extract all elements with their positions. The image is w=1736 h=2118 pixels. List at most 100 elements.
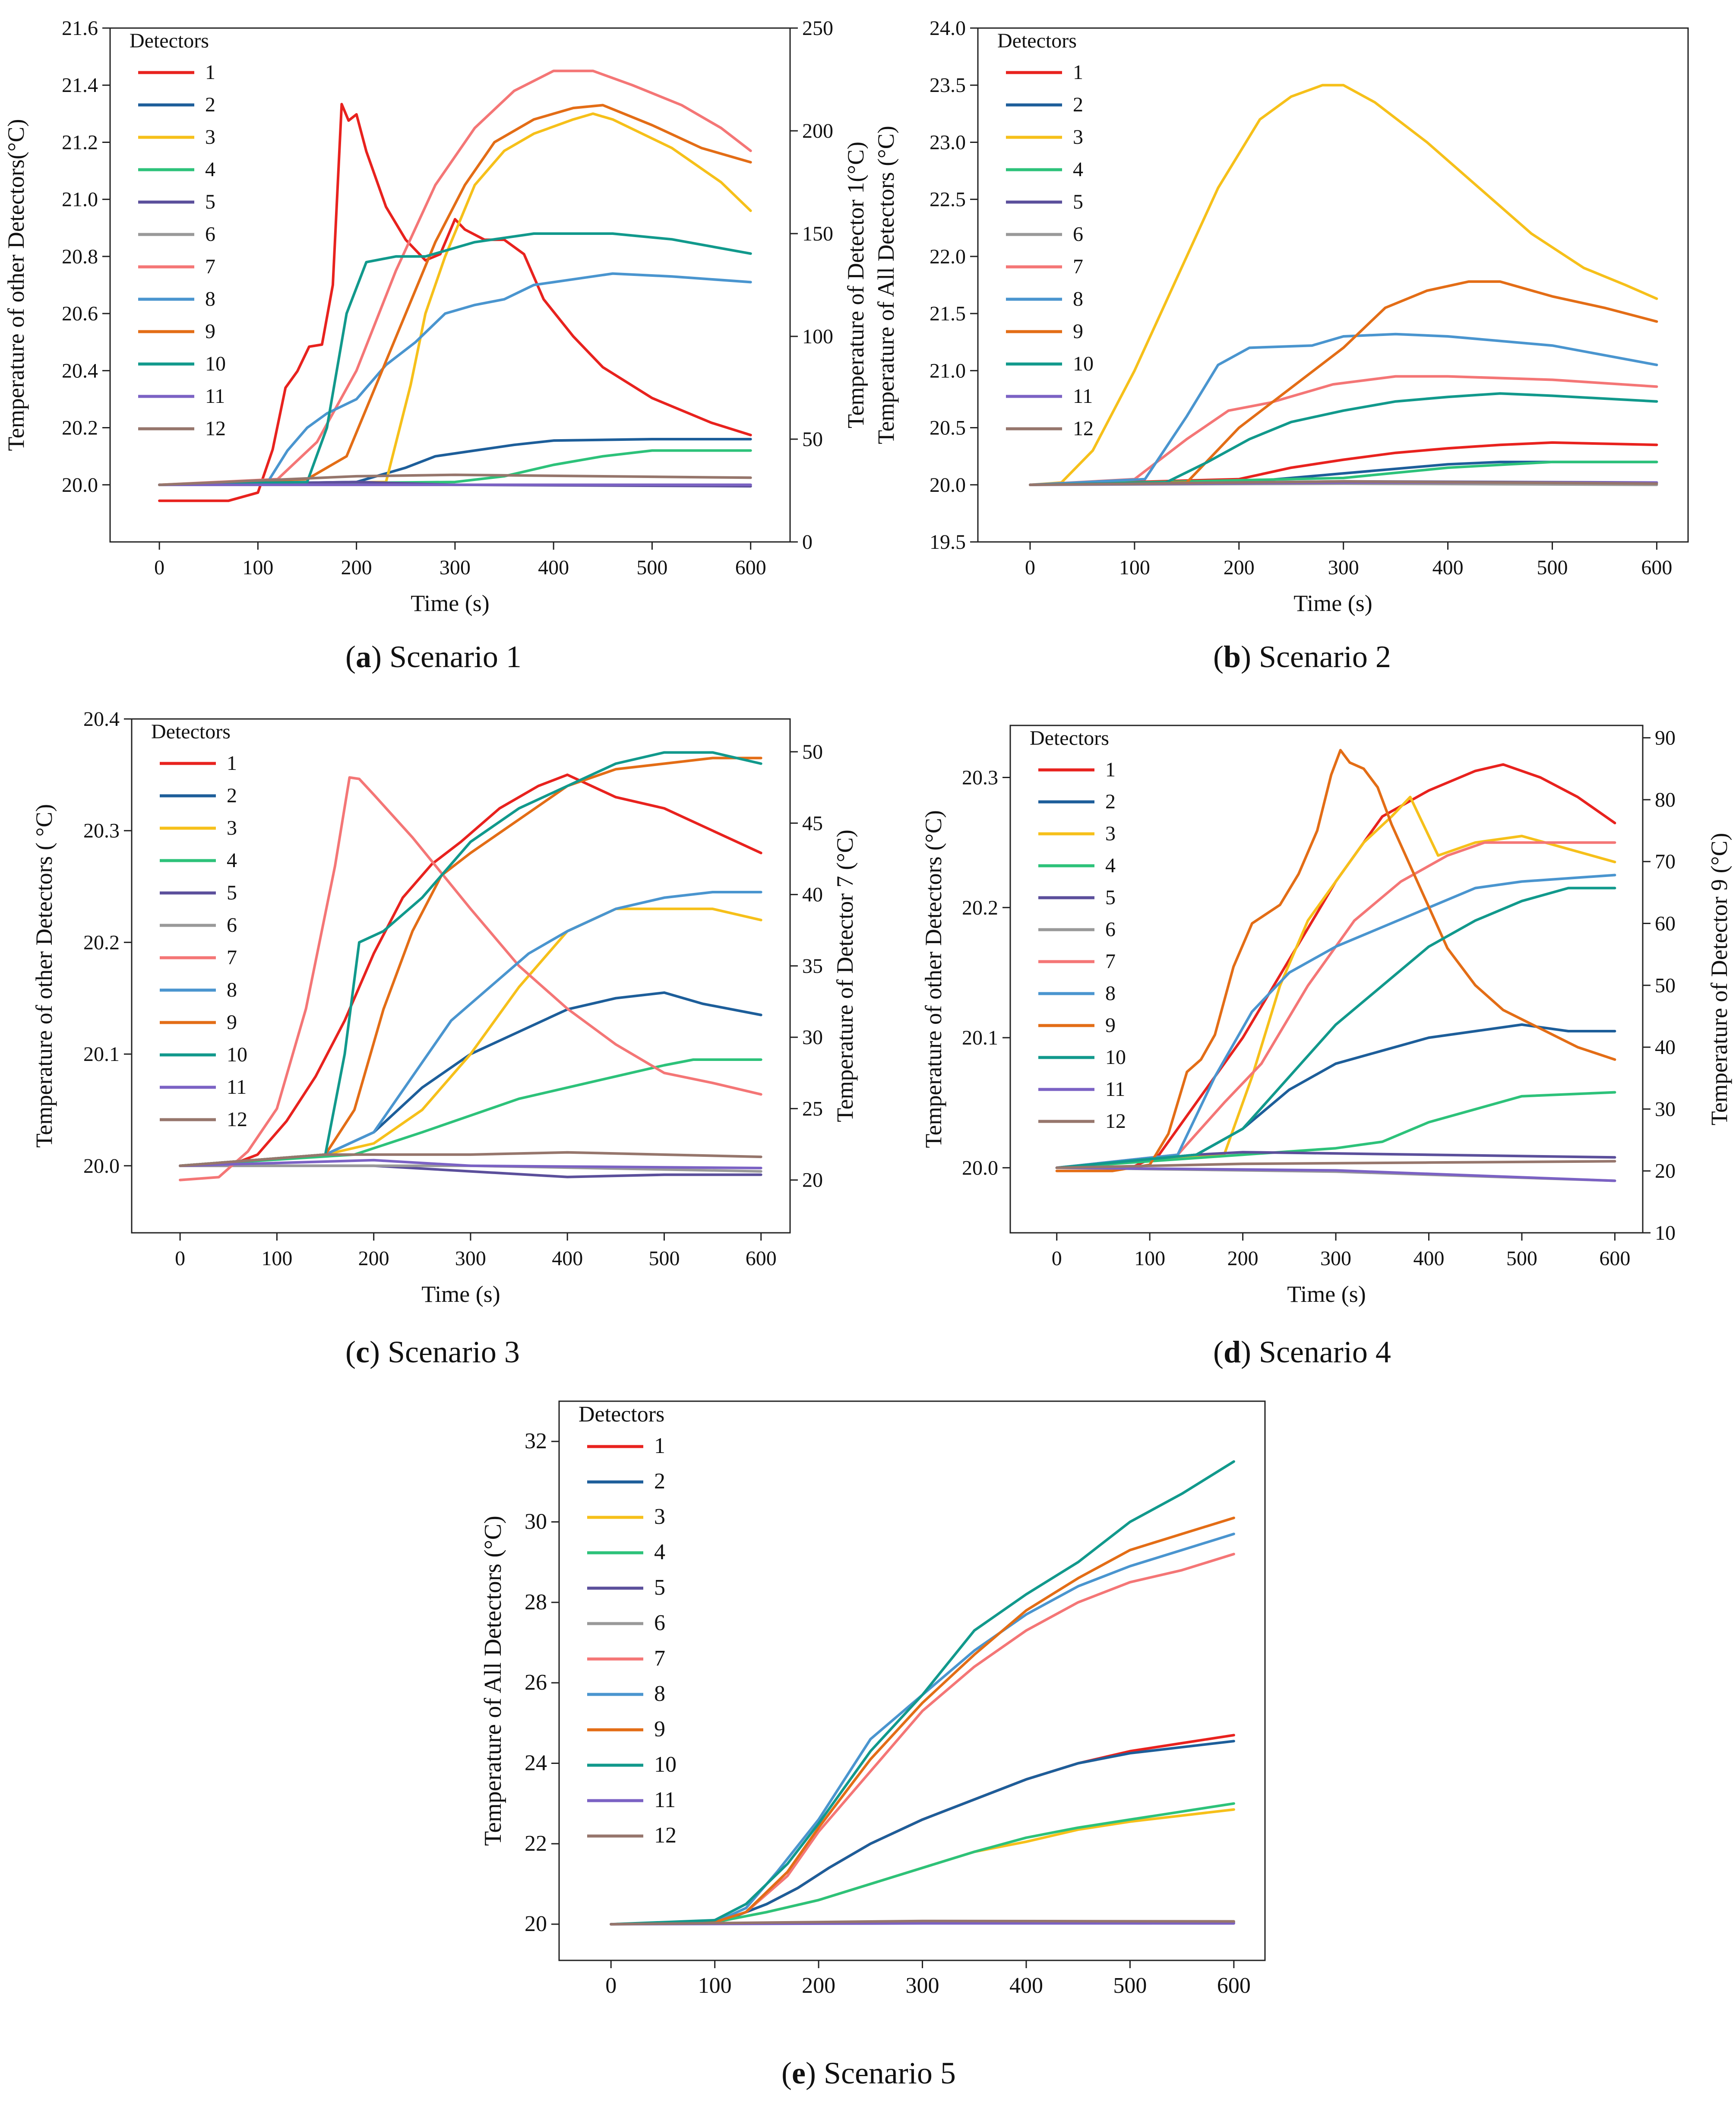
y2-tick-label: 80 <box>1655 788 1676 811</box>
caption-scenario-1: (a) Scenario 1 <box>345 640 522 674</box>
x-tick-label: 100 <box>242 556 273 579</box>
y-tick-label: 22.5 <box>930 188 966 211</box>
y-tick-label: 20 <box>525 1912 547 1936</box>
x-tick-label: 200 <box>1227 1247 1259 1270</box>
y2-tick-label: 10 <box>1655 1222 1676 1244</box>
legend-label-1: 1 <box>1073 61 1083 84</box>
x-tick-label: 200 <box>341 556 372 579</box>
legend-label-8: 8 <box>1105 982 1116 1005</box>
series-line-7 <box>158 70 752 486</box>
x-tick-label: 600 <box>1641 556 1672 579</box>
legend-label-5: 5 <box>227 881 237 904</box>
x-tick-label: 300 <box>455 1247 486 1270</box>
x-tick-label: 400 <box>1009 1973 1043 1998</box>
legend-label-5: 5 <box>1073 190 1083 213</box>
legend-label-9: 9 <box>227 1011 237 1034</box>
y2-tick-label: 50 <box>1655 974 1676 997</box>
x-tick-label: 100 <box>261 1247 292 1270</box>
legend-label-12: 12 <box>1105 1110 1126 1133</box>
legend-label-7: 7 <box>1105 950 1116 973</box>
y2-axis-label: Temperature of Detector 9 (°C) <box>1706 833 1732 1126</box>
x-tick-label: 0 <box>605 1973 617 1998</box>
series-line-2 <box>179 991 762 1167</box>
legend-label-8: 8 <box>227 978 237 1001</box>
y-tick-label: 20.0 <box>62 474 98 497</box>
legend-label-11: 11 <box>654 1788 676 1812</box>
legend-label-10: 10 <box>654 1752 677 1777</box>
y-tick-label: 20.1 <box>83 1043 120 1066</box>
y-axis-label: Temperature of All Detectors (°C) <box>480 1516 506 1846</box>
legend-label-11: 11 <box>1105 1078 1125 1101</box>
chart-scenario-4: 0 100 200 300 400 500 600 20.0 20.1 20.2 20.3 10 20 3… <box>920 725 1732 1307</box>
caption-scenario-5: (e) Scenario 5 <box>781 2056 956 2090</box>
series-line-9 <box>158 104 752 486</box>
y-tick-label: 20.0 <box>962 1156 998 1179</box>
legend-label-6: 6 <box>1073 223 1083 246</box>
chart-scenario-3: 0 100 200 300 400 500 600 20.0 20.1 20.2 20.3 20.4 2… <box>31 708 858 1307</box>
legend-label-10: 10 <box>1073 352 1094 375</box>
x-tick-label: 400 <box>1432 556 1464 579</box>
y-tick-label: 20.3 <box>962 766 998 789</box>
plot-frame <box>1009 725 1644 1234</box>
y-tick-label: 20.4 <box>62 359 98 382</box>
legend-title: Detectors <box>1030 727 1109 750</box>
legend-label-1: 1 <box>1105 758 1116 781</box>
series-line-4 <box>179 1058 762 1167</box>
caption-scenario-3: (c) Scenario 3 <box>345 1335 520 1369</box>
y-axis-label: Temperature of other Detectors ( °C) <box>31 804 57 1148</box>
series-line-12 <box>158 473 752 486</box>
x-tick-label: 400 <box>552 1247 583 1270</box>
legend-label-4: 4 <box>1105 854 1116 877</box>
x-tick-label: 200 <box>358 1247 389 1270</box>
y-tick-label: 20.3 <box>83 820 120 842</box>
y2-tick-label: 35 <box>802 955 823 978</box>
x-tick-label: 0 <box>154 556 164 579</box>
plot-frame <box>977 27 1689 543</box>
series-line-3 <box>158 112 752 486</box>
y2-axis-label: Temperature of Detector 1(°C) <box>843 142 868 428</box>
legend-label-1: 1 <box>205 61 215 84</box>
chart-scenario-1: 0 100 200 300 400 500 60020.020.220.420.620.82… <box>3 17 868 616</box>
legend-label-2: 2 <box>227 784 237 807</box>
x-tick-label: 500 <box>1506 1247 1537 1270</box>
legend-label-2: 2 <box>1105 790 1116 813</box>
y2-tick-label: 250 <box>802 17 833 40</box>
x-axis-label: Time (s) <box>871 2008 953 2012</box>
x-tick-label: 200 <box>1224 556 1255 579</box>
series-line-3 <box>179 907 762 1167</box>
y2-tick-label: 200 <box>802 120 833 142</box>
legend-label-5: 5 <box>654 1575 665 1600</box>
legend-label-7: 7 <box>227 946 237 969</box>
series-line-2 <box>610 1740 1235 1926</box>
series-line-4 <box>610 1802 1235 1926</box>
caption-scenario-2: (b) Scenario 2 <box>1213 640 1391 674</box>
series-line-9 <box>1029 280 1658 486</box>
legend-label-2: 2 <box>205 93 215 116</box>
legend-label-2: 2 <box>1073 93 1083 116</box>
y-tick-label: 21.4 <box>62 74 98 97</box>
series-line-12 <box>179 1151 762 1167</box>
series-line-11 <box>179 1159 762 1169</box>
x-axis-label: Time (s) <box>411 590 490 616</box>
legend-title: Detectors <box>997 29 1077 52</box>
legend-title: Detectors <box>151 720 231 743</box>
series-line-8 <box>1055 874 1616 1169</box>
series-line-12 <box>1055 1160 1616 1169</box>
y2-tick-label: 20 <box>1655 1160 1676 1183</box>
y-tick-label: 20.2 <box>962 896 998 919</box>
series-line-10 <box>1055 886 1616 1169</box>
series-line-3 <box>1055 795 1616 1169</box>
legend-label-3: 3 <box>205 126 215 149</box>
series-line-1 <box>1029 441 1658 486</box>
y-tick-label: 21.0 <box>930 359 966 382</box>
series-line-1 <box>179 773 762 1167</box>
legend-label-12: 12 <box>227 1108 247 1131</box>
legend-label-3: 3 <box>1105 822 1116 845</box>
y-tick-label: 20.2 <box>62 417 98 440</box>
series-line-11 <box>1055 1166 1616 1182</box>
x-tick-label: 300 <box>1320 1247 1351 1270</box>
x-tick-label: 300 <box>1328 556 1359 579</box>
y-axis-label: Temperature of other Detectors (°C) <box>920 810 946 1148</box>
y2-tick-label: 150 <box>802 222 833 245</box>
y-tick-label: 21.2 <box>62 131 98 154</box>
